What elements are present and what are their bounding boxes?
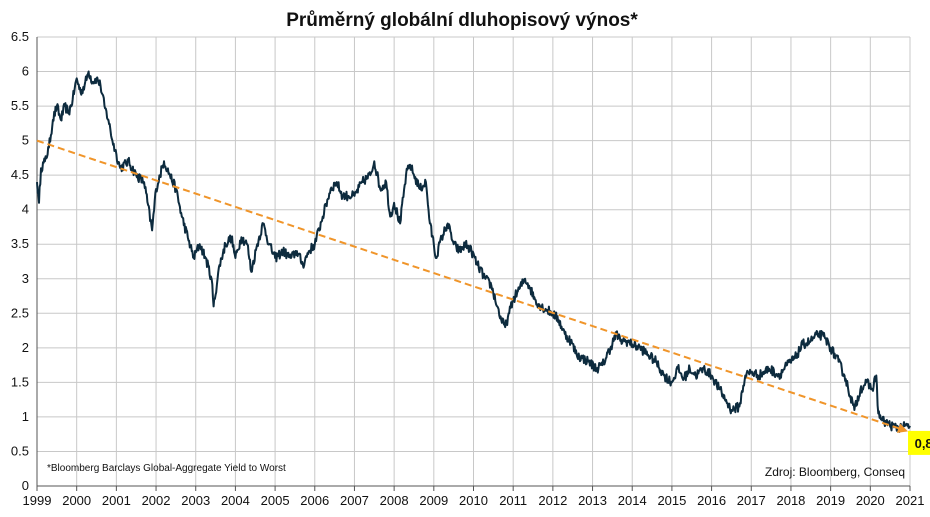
y-tick-label: 3.5	[11, 236, 29, 251]
x-tick-label: 2012	[538, 493, 567, 508]
y-tick-label: 1	[22, 409, 29, 424]
y-tick-label: 6.5	[11, 29, 29, 44]
x-tick-label: 2008	[380, 493, 409, 508]
x-tick-label: 2020	[856, 493, 885, 508]
y-tick-label: 1.5	[11, 374, 29, 389]
y-tick-label: 3	[22, 271, 29, 286]
x-tick-label: 2006	[300, 493, 329, 508]
x-tick-label: 2014	[618, 493, 647, 508]
y-tick-label: 5.5	[11, 98, 29, 113]
callout-label: 0,87%	[915, 436, 930, 451]
chart-title: Průměrný globální dluhopisový výnos*	[286, 10, 638, 31]
callout-box	[908, 430, 930, 455]
chart-series	[36, 70, 911, 433]
chart-axes	[36, 37, 911, 491]
trend-arrow	[36, 139, 908, 433]
y-axis-ticks: 0 0.5 1 1.5 2 2.5 3 3.5 4 4.5 5 5.5 6 6.5	[11, 29, 29, 493]
x-tick-label: 2017	[737, 493, 766, 508]
x-tick-label: 2010	[459, 493, 488, 508]
x-tick-label: 2001	[102, 493, 131, 508]
x-tick-label: 2003	[181, 493, 210, 508]
y-tick-label: 0	[22, 478, 29, 493]
chart-grid	[36, 36, 911, 487]
x-tick-label: 2021	[896, 493, 925, 508]
x-tick-label: 2002	[142, 493, 171, 508]
x-tick-label: 1999	[23, 493, 52, 508]
x-tick-label: 2011	[499, 493, 527, 508]
y-tick-label: 5	[22, 133, 29, 148]
x-tick-label: 2015	[657, 493, 686, 508]
y-tick-label: 0.5	[11, 443, 29, 458]
series-line-0	[36, 70, 911, 433]
chart-footnote: *Bloomberg Barclays Global-Aggregate Yie…	[47, 463, 286, 474]
x-tick-label: 2019	[816, 493, 845, 508]
x-tick-label: 2016	[697, 493, 726, 508]
x-tick-label: 2007	[340, 493, 369, 508]
y-tick-label: 6	[22, 64, 29, 79]
x-tick-label: 2000	[62, 493, 91, 508]
x-tick-label: 2009	[419, 493, 448, 508]
x-tick-label: 2004	[221, 493, 250, 508]
y-tick-label: 2.5	[11, 305, 29, 320]
y-tick-label: 4.5	[11, 167, 29, 182]
x-axis-ticks: 1999 2000 2001 2002 2003 2004 2005 2006 2007 2008…	[23, 493, 925, 508]
y-tick-label: 4	[22, 202, 29, 217]
value-callout: 0,87%	[908, 430, 930, 455]
trendline	[36, 139, 908, 433]
chart-source: Zdroj: Bloomberg, Conseq	[765, 465, 905, 479]
x-tick-label: 2018	[776, 493, 805, 508]
x-tick-label: 2013	[578, 493, 607, 508]
y-tick-label: 2	[22, 340, 29, 355]
x-tick-label: 2005	[261, 493, 290, 508]
